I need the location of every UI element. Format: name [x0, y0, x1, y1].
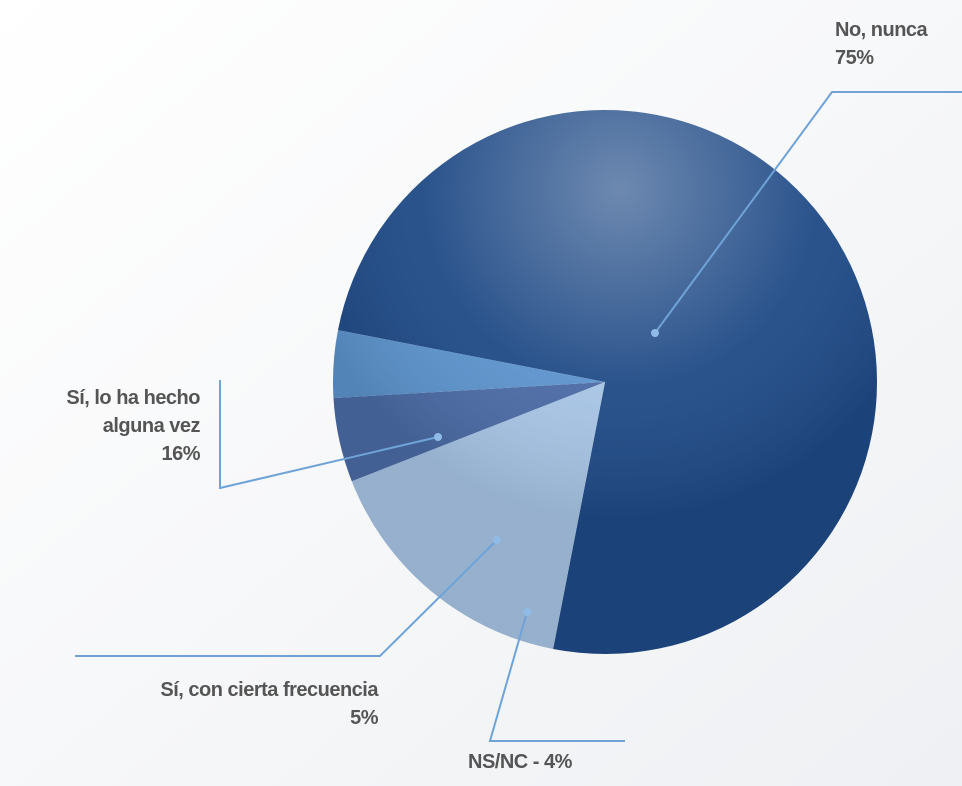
leader-line: [219, 436, 439, 489]
slice-label: NS/NC - 4%: [468, 748, 572, 776]
slice-label: Sí, lo ha hecho alguna vez 16%: [10, 384, 200, 468]
leader-dot: [651, 329, 659, 337]
pie: [332, 109, 877, 654]
leader-line: [75, 539, 498, 657]
value-label: 5%: [350, 707, 378, 729]
slice-label: Sí, con cierta frecuencia 5%: [160, 676, 378, 732]
leader-dot: [523, 608, 531, 616]
value-label: 16%: [161, 443, 200, 465]
category-label: NS/NC - 4%: [468, 751, 572, 773]
leader-dot: [434, 433, 442, 441]
leader-dot: [493, 536, 501, 544]
leader-line: [488, 611, 625, 742]
category-label: Sí, con cierta frecuencia: [160, 679, 378, 701]
category-label: Sí, lo ha hecho alguna vez: [66, 387, 200, 437]
leader-lines: [75, 91, 962, 742]
leader-line: [654, 91, 962, 334]
leader-dots: [434, 329, 659, 616]
value-label: 75%: [835, 47, 874, 69]
slice-label: No, nunca 75%: [835, 16, 928, 72]
category-label: No, nunca: [835, 19, 928, 41]
